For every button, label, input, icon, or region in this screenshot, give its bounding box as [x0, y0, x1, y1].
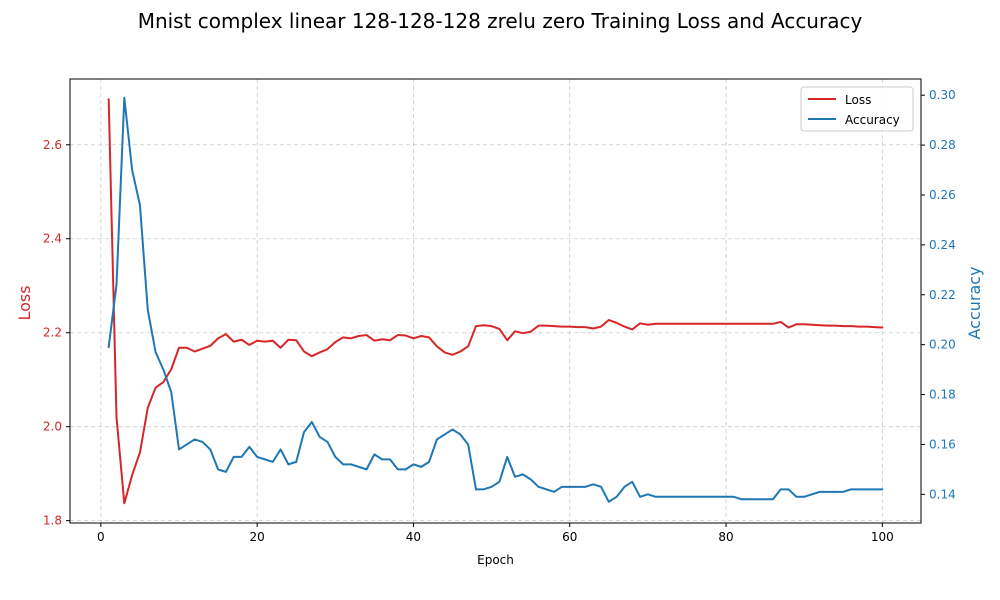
legend-label-accuracy: Accuracy	[845, 113, 900, 127]
x-tick-label: 0	[97, 530, 105, 544]
series-line-loss	[107, 98, 884, 505]
legend-label-loss: Loss	[845, 93, 871, 107]
y-axis-right-label: Accuracy	[965, 266, 984, 339]
y-left-tick-label: 2.6	[43, 138, 62, 152]
y-right-tick-label: 0.26	[929, 188, 956, 202]
y-right-tick-label: 0.20	[929, 338, 956, 352]
plot-frame	[69, 78, 922, 524]
legend: Loss Accuracy	[800, 86, 914, 132]
y-right-tick-label: 0.14	[929, 487, 956, 501]
x-tick-label: 20	[250, 530, 265, 544]
y-left-tick-label: 2.4	[43, 232, 62, 246]
y-axis-left-label: Loss	[15, 285, 34, 320]
x-tick-label: 40	[406, 530, 421, 544]
y-right-tick-label: 0.30	[929, 88, 956, 102]
y-left-tick-label: 1.8	[43, 514, 62, 528]
x-tick-label: 80	[718, 530, 733, 544]
y-right-tick-label: 0.22	[929, 288, 956, 302]
y-left-tick-label: 2.0	[43, 420, 62, 434]
x-tick-label: 60	[562, 530, 577, 544]
y-right-tick-label: 0.18	[929, 388, 956, 402]
x-axis-label: Epoch	[477, 553, 514, 567]
y-right-tick-label: 0.24	[929, 238, 956, 252]
x-tick-label: 100	[871, 530, 894, 544]
y-right-tick-label: 0.28	[929, 138, 956, 152]
series-layer	[107, 96, 884, 505]
series-line-accuracy	[107, 96, 884, 503]
y-right-tick-label: 0.16	[929, 437, 956, 451]
chart-title: Mnist complex linear 128-128-128 zrelu z…	[138, 9, 863, 33]
grid	[70, 79, 921, 523]
y-left-tick-label: 2.2	[43, 326, 62, 340]
axis-ticks: 0 20 40 60 80 100 1.8 2.0 2.2 2.4 2.6 0.14 0.16 0.18 0…	[43, 88, 956, 544]
